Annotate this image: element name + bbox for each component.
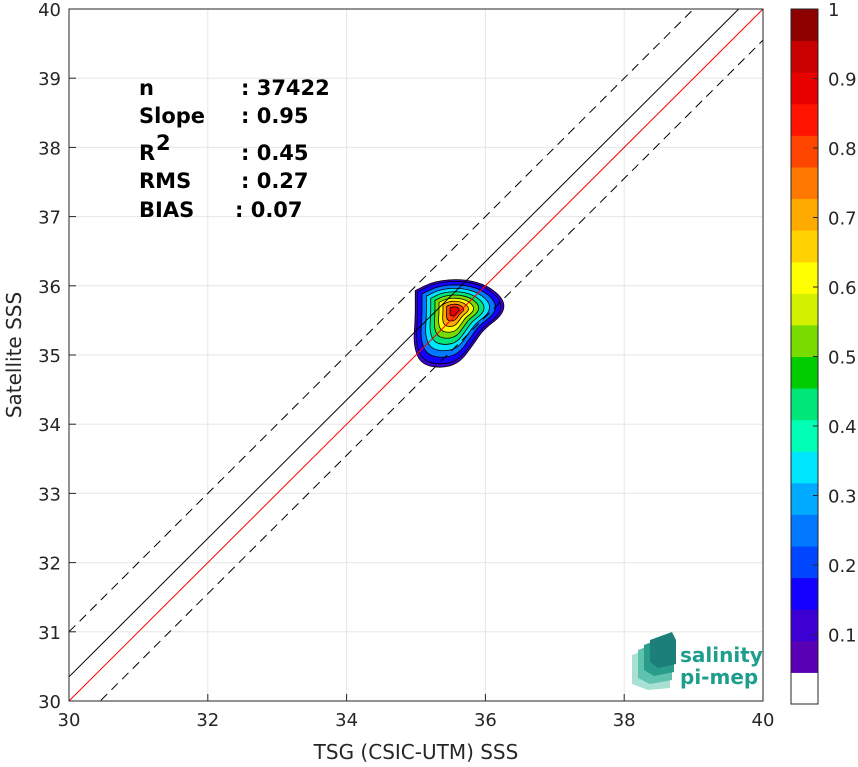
x-axis-label: TSG (CSIC-UTM) SSS — [313, 740, 519, 764]
x-tick-label: 40 — [752, 710, 775, 731]
colorbar-segment — [791, 135, 818, 168]
stat-value: : 37422 — [241, 76, 330, 100]
x-tick-label: 30 — [58, 710, 81, 731]
y-tick-label: 31 — [38, 623, 61, 644]
colorbar-tick-label: 0.8 — [828, 139, 857, 160]
colorbar-tick-label: 0.7 — [828, 209, 857, 230]
y-axis-label: Satellite SSS — [2, 292, 26, 418]
colorbar-segment — [791, 672, 818, 705]
y-tick-label: 33 — [38, 484, 61, 505]
x-tick-label: 34 — [335, 710, 358, 731]
colorbar-segment — [791, 166, 818, 200]
colorbar: 0.1 0.2 0.3 0.4 0.5 0.6 0.7 0.8 0.9 1 — [790, 0, 857, 705]
colorbar-segment — [791, 293, 818, 326]
colorbar-segment — [791, 609, 818, 642]
y-tick-label: 40 — [38, 0, 61, 21]
colorbar-segment — [791, 324, 818, 357]
stat-value: : 0.95 — [241, 104, 309, 128]
stat-label: Slope — [139, 104, 205, 128]
one-to-one-line — [69, 9, 740, 678]
density-contours — [413, 279, 505, 368]
salinity-pimep-logo: salinity pi-mep — [632, 632, 763, 690]
statistics-box: n : 37422 Slope : 0.95 R 2 : 0.45 RMS : 0.27 BIAS… — [139, 76, 330, 222]
colorbar-segment — [791, 40, 818, 73]
colorbar-segment — [791, 482, 818, 515]
stat-label: BIAS — [139, 198, 194, 222]
colorbar-segment — [791, 546, 818, 579]
density-contour-level — [449, 306, 460, 317]
logo-waves-icon — [632, 632, 676, 690]
colorbar-tick-label: 0.9 — [828, 70, 857, 91]
stat-value: : 0.45 — [241, 141, 309, 165]
x-tick-label: 38 — [613, 710, 636, 731]
colorbar-segment — [791, 72, 818, 105]
y-tick-label: 37 — [38, 208, 61, 229]
lower-bound-line — [99, 39, 763, 701]
y-tick-label: 36 — [38, 277, 61, 298]
colorbar-segment — [791, 9, 818, 42]
stat-label: n — [139, 76, 154, 100]
y-tick-label: 34 — [38, 415, 61, 436]
colorbar-segment — [791, 356, 818, 389]
colorbar-tick-label: 0.3 — [828, 487, 857, 508]
y-axis-ticks: 30 31 32 33 34 35 36 37 38 39 40 — [38, 0, 76, 713]
colorbar-tick-label: 0.5 — [828, 348, 857, 369]
regression-line — [69, 9, 763, 701]
colorbar-segment — [791, 198, 818, 231]
colorbar-segment — [791, 514, 818, 547]
y-tick-label: 38 — [38, 138, 61, 159]
x-axis-ticks: 30 32 34 36 38 40 — [58, 694, 775, 731]
colorbar-tick-label: 1 — [828, 0, 839, 21]
y-tick-label: 39 — [38, 69, 61, 90]
colorbar-segment — [791, 261, 818, 294]
x-tick-label: 36 — [474, 710, 497, 731]
y-tick-label: 32 — [38, 554, 61, 575]
logo-line1: salinity — [680, 643, 763, 667]
colorbar-tick-label: 0.1 — [828, 626, 857, 647]
colorbar-segment — [791, 640, 818, 673]
colorbar-segment — [791, 388, 818, 421]
stat-label: RMS — [139, 169, 191, 193]
y-tick-label: 30 — [38, 692, 61, 713]
reference-lines — [69, 9, 763, 701]
colorbar-segment — [791, 577, 818, 610]
stat-value: : 0.07 — [235, 198, 303, 222]
x-tick-label: 32 — [196, 710, 219, 731]
stat-superscript: 2 — [156, 131, 171, 155]
colorbar-tick-label: 0.2 — [828, 556, 857, 577]
colorbar-tick-label: 0.4 — [828, 417, 857, 438]
colorbar-segment — [791, 419, 818, 452]
colorbar-segment — [791, 451, 818, 484]
y-tick-label: 35 — [38, 346, 61, 367]
upper-bound-line — [69, 9, 695, 633]
stat-value: : 0.27 — [241, 169, 309, 193]
logo-line2: pi-mep — [680, 665, 758, 689]
colorbar-segment — [791, 103, 818, 136]
colorbar-segment — [791, 230, 818, 263]
stat-label: R — [139, 141, 155, 165]
colorbar-tick-label: 0.6 — [828, 278, 857, 299]
